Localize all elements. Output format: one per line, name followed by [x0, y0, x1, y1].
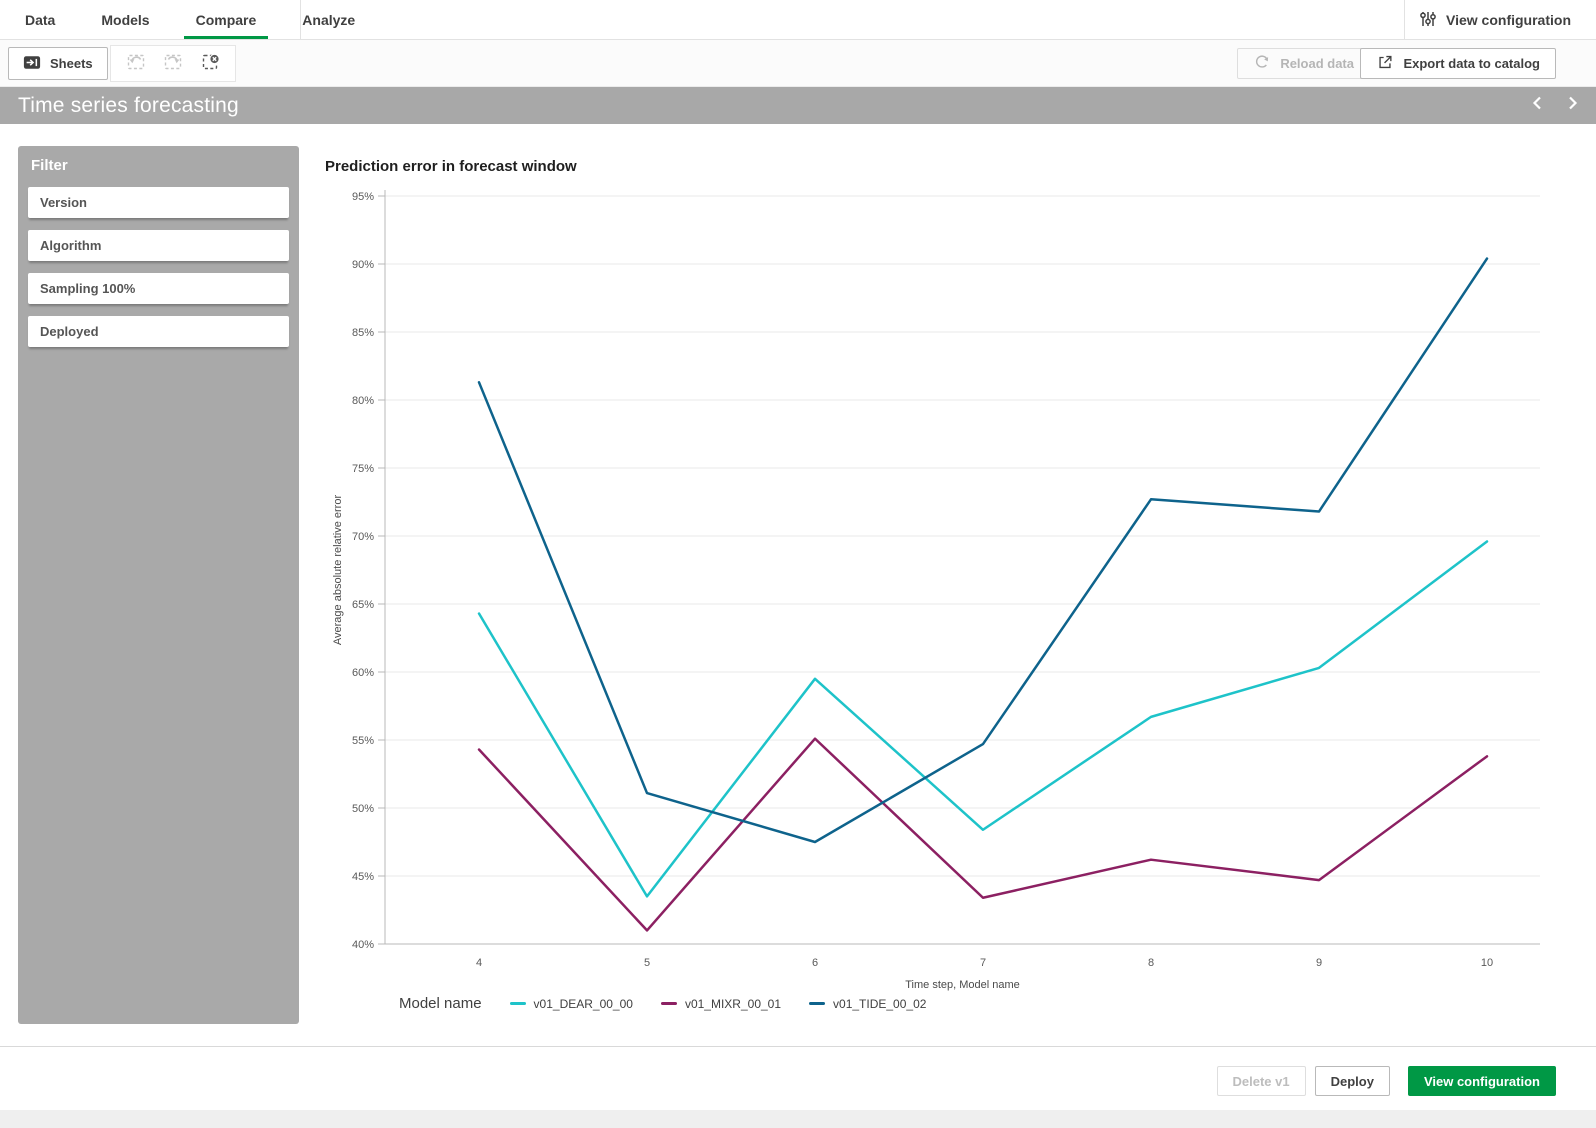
toolbar: Sheets: [0, 40, 1596, 87]
legend-series-name: v01_MIXR_00_01: [684, 996, 782, 1011]
svg-text:50%: 50%: [352, 803, 374, 815]
nav-divider: [300, 0, 301, 40]
svg-text:85%: 85%: [352, 327, 374, 339]
delete-version-label: Delete v1: [1232, 1073, 1290, 1089]
view-configuration-button-top[interactable]: View configuration: [1394, 0, 1596, 40]
reload-data-label: Reload data: [1280, 56, 1354, 71]
legend-swatch: [509, 1002, 526, 1005]
tab-analyze[interactable]: Analyze: [286, 0, 371, 39]
filter-item-sampling[interactable]: Sampling 100%: [28, 273, 289, 304]
legend-item: v01_DEAR_00_00: [509, 996, 633, 1011]
export-data-button[interactable]: Export data to catalog: [1360, 48, 1556, 79]
svg-text:65%: 65%: [352, 599, 374, 611]
legend-series-name: v01_TIDE_00_02: [833, 996, 927, 1011]
svg-text:Time step, Model name: Time step, Model name: [905, 979, 1020, 991]
filter-panel-title: Filter: [31, 157, 68, 174]
svg-text:45%: 45%: [352, 871, 374, 883]
chart-title: Prediction error in forecast window: [325, 158, 577, 175]
tab-models-label: Models: [101, 11, 150, 28]
legend-swatch: [660, 1002, 677, 1005]
filter-item-algorithm-label: Algorithm: [40, 238, 102, 253]
legend-title: Model name: [399, 995, 482, 1012]
chart-legend: Model name v01_DEAR_00_00 v01_MIXR_00_01 v…: [399, 995, 926, 1012]
view-configuration-button[interactable]: View configuration: [1407, 1066, 1556, 1096]
sheet-pager: [1526, 87, 1584, 124]
selection-toolbar: [110, 45, 236, 82]
svg-text:80%: 80%: [352, 395, 374, 407]
action-bar: Delete v1 Deploy View configuration: [0, 1046, 1596, 1110]
filter-panel: Filter Version Algorithm Sampling 100% D…: [18, 146, 299, 1024]
sheet-open-icon: [23, 55, 41, 73]
tab-data-label: Data: [25, 11, 56, 28]
chevron-right-icon: [1567, 95, 1579, 116]
chart-panel: Prediction error in forecast window 40% 4…: [325, 150, 1556, 1030]
sliders-icon: [1419, 10, 1437, 31]
svg-text:90%: 90%: [352, 259, 374, 271]
step-back-button[interactable]: [123, 51, 149, 77]
sheets-button[interactable]: Sheets: [8, 47, 108, 80]
svg-text:Average absolute relative erro: Average absolute relative error: [332, 495, 344, 646]
svg-text:40%: 40%: [352, 939, 374, 951]
page-bottom-strip: [0, 1110, 1596, 1128]
svg-text:75%: 75%: [352, 463, 374, 475]
delete-version-button[interactable]: Delete v1: [1216, 1066, 1306, 1096]
svg-text:9: 9: [1316, 957, 1322, 969]
legend-item: v01_MIXR_00_01: [660, 996, 782, 1011]
svg-text:8: 8: [1148, 957, 1154, 969]
svg-text:55%: 55%: [352, 735, 374, 747]
svg-text:7: 7: [980, 957, 986, 969]
legend-item: v01_TIDE_00_02: [809, 997, 926, 1011]
tab-analyze-label: Analyze: [302, 11, 356, 28]
svg-text:5: 5: [644, 957, 650, 969]
clear-selections-button[interactable]: [198, 51, 224, 77]
action-buttons: Delete v1 Deploy View configuration: [1216, 1066, 1556, 1096]
chevron-left-icon: [1531, 95, 1543, 116]
export-data-label: Export data to catalog: [1403, 56, 1540, 71]
dashed-clear-icon: [200, 50, 222, 77]
svg-text:4: 4: [476, 957, 482, 969]
filter-item-version[interactable]: Version: [28, 187, 289, 218]
svg-text:6: 6: [812, 957, 818, 969]
view-configuration-top-label: View configuration: [1446, 12, 1571, 28]
legend-series-name: v01_DEAR_00_00: [533, 996, 633, 1011]
filter-item-version-label: Version: [40, 195, 87, 210]
svg-text:70%: 70%: [352, 531, 374, 543]
svg-text:10: 10: [1481, 957, 1493, 969]
sheet-title: Time series forecasting: [18, 93, 239, 117]
svg-text:60%: 60%: [352, 667, 374, 679]
tab-compare-label: Compare: [195, 11, 257, 28]
tab-models[interactable]: Models: [85, 0, 165, 39]
reload-data-button[interactable]: Reload data: [1237, 48, 1370, 79]
deploy-button[interactable]: Deploy: [1314, 1066, 1390, 1096]
filter-item-deployed[interactable]: Deployed: [28, 316, 289, 347]
filter-item-deployed-label: Deployed: [40, 324, 99, 339]
next-sheet-button[interactable]: [1562, 94, 1584, 118]
tab-compare[interactable]: Compare: [180, 0, 273, 39]
step-forward-button[interactable]: [160, 51, 186, 77]
prediction-error-line-chart: 40% 45% 50% 55% 60% 65% 70% 75% 80% 85% 90% 95% 4 5 6 7…: [332, 190, 1540, 991]
dashed-undo-icon: [125, 50, 147, 77]
filter-item-sampling-label: Sampling 100%: [40, 281, 136, 296]
nav-tabs: Data Models Compare Analyze: [0, 0, 1596, 39]
export-icon: [1376, 53, 1394, 74]
filter-item-algorithm[interactable]: Algorithm: [28, 230, 289, 261]
deploy-label: Deploy: [1330, 1073, 1374, 1089]
refresh-icon: [1253, 53, 1271, 74]
legend-swatch: [809, 1002, 826, 1005]
dashed-redo-icon: [162, 50, 184, 77]
tab-data[interactable]: Data: [9, 0, 71, 39]
sheet-banner: Time series forecasting: [0, 87, 1596, 124]
view-configuration-label: View configuration: [1423, 1073, 1540, 1089]
nav-divider: [1404, 0, 1405, 40]
top-navigation: Data Models Compare Analyze View configu…: [0, 0, 1596, 40]
sheets-label: Sheets: [50, 56, 93, 71]
previous-sheet-button[interactable]: [1526, 94, 1548, 118]
svg-text:95%: 95%: [352, 191, 374, 203]
